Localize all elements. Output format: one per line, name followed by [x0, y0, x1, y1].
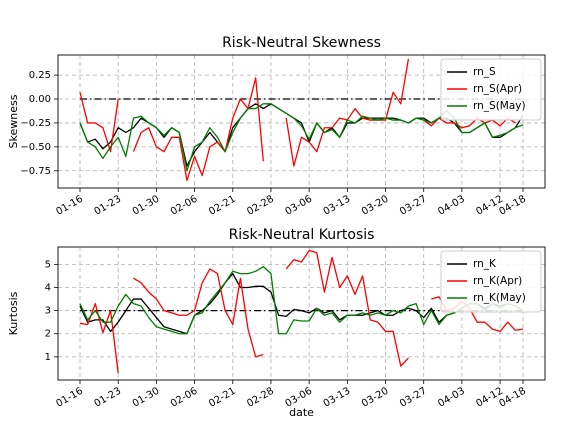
x-tick-label: 03-13: [322, 194, 353, 218]
legend: rn_K rn_K(Apr) rn_K(May): [440, 250, 542, 313]
series-line: [79, 266, 524, 335]
chart-title: Risk-Neutral Skewness: [222, 35, 381, 51]
x-tick-label: 04-18: [497, 194, 528, 218]
x-tick-label: 04-18: [497, 386, 528, 410]
series-line: [79, 249, 524, 374]
x-tick-label: 03-13: [322, 386, 353, 410]
legend-label: rn_K: [473, 258, 497, 270]
y-axis-label: Kurtosis: [7, 291, 20, 335]
legend-label: rn_S(Apr): [473, 83, 522, 95]
y-tick-label: 0.25: [29, 70, 51, 81]
x-tick-label: 01-16: [54, 386, 85, 410]
y-tick-label: 5: [45, 259, 51, 270]
x-tick-label: 01-23: [93, 386, 124, 410]
x-tick-label: 03-27: [398, 194, 429, 218]
chart-title: Risk-Neutral Kurtosis: [229, 227, 375, 243]
x-tick-label: 02-06: [169, 194, 200, 218]
x-tick-label: 04-03: [436, 386, 467, 410]
legend-box: [440, 250, 542, 313]
y-axis-label: Skewness: [7, 94, 20, 148]
x-tick-label: 03-20: [360, 386, 391, 410]
x-tick-label: 02-21: [207, 386, 238, 410]
x-tick-label: 02-28: [245, 194, 276, 218]
y-tick-label: 4: [45, 282, 51, 293]
axes-frame: [57, 54, 546, 189]
x-tick-label: 02-21: [207, 194, 238, 218]
legend-label: rn_S: [473, 66, 496, 78]
x-tick-label: 02-28: [245, 386, 276, 410]
y-tick-label: 0.00: [29, 94, 51, 105]
y-tick-label: −0.50: [20, 142, 51, 153]
y-tick-label: 1: [45, 352, 51, 363]
axes-frame: [57, 246, 546, 381]
y-tick-label: 2: [45, 329, 51, 340]
y-tick-label: −0.75: [20, 166, 51, 177]
x-tick-label: 02-06: [169, 386, 200, 410]
legend: rn_S rn_S(Apr) rn_S(May): [440, 58, 542, 121]
legend-label: rn_K(Apr): [473, 275, 522, 287]
subplot: Risk-Neutral Kurtosis 1 2 3 4 5 01-16 01-23 01-3…: [7, 227, 546, 419]
x-tick-label: 01-30: [131, 386, 162, 410]
x-tick-label: 04-03: [436, 194, 467, 218]
subplot: Risk-Neutral Skewness −0.75 −0.50 −0.25 0.00…: [7, 35, 546, 218]
legend-label: rn_K(May): [473, 292, 526, 304]
y-tick-label: 3: [45, 306, 51, 317]
series-line: [79, 58, 516, 181]
x-tick-label: 01-30: [131, 194, 162, 218]
y-tick-label: −0.25: [20, 118, 51, 129]
x-tick-label: 03-27: [398, 386, 429, 410]
x-tick-label: 01-16: [54, 194, 85, 218]
legend-box: [440, 58, 542, 121]
x-tick-label: 03-20: [360, 194, 391, 218]
x-tick-label: 01-23: [93, 194, 124, 218]
x-axis-label: date: [289, 406, 314, 419]
x-tick-label: 03-06: [283, 194, 314, 218]
legend-label: rn_S(May): [473, 100, 526, 112]
